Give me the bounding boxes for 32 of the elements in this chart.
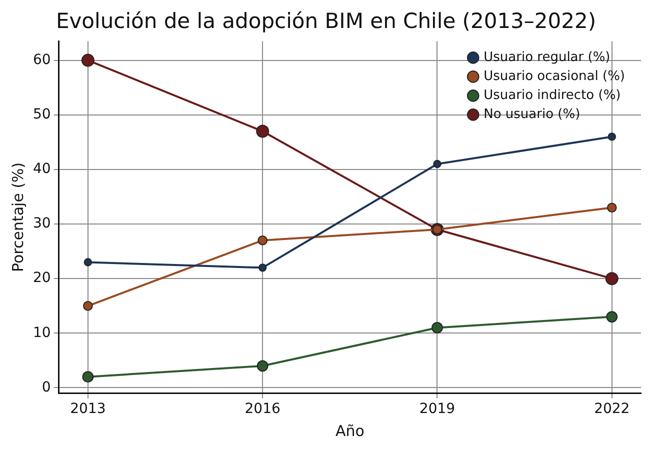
y-tick-label: 50 [32, 106, 51, 123]
point [81, 54, 94, 67]
chart-title: Evolución de la adopción BIM en Chile (2013–2022) [56, 9, 596, 34]
point [84, 258, 92, 266]
point [256, 124, 270, 138]
legend-label: Usuario regular (%) [484, 50, 610, 66]
x-tick-label: 2016 [244, 401, 280, 418]
point [606, 202, 617, 213]
x-tick-label: 2022 [594, 401, 630, 418]
y-tick-label: 20 [32, 270, 51, 286]
legend-label: No usuario (%) [484, 107, 580, 122]
y-tick-label: 0 [42, 379, 51, 396]
point [258, 264, 267, 272]
y-axis-title: Porcentaje (%) [8, 162, 27, 272]
x-tick-label: 2019 [419, 401, 456, 418]
point [83, 300, 93, 311]
x-tick-label: 2013 [70, 401, 106, 418]
point [433, 160, 442, 168]
point [606, 311, 618, 322]
y-tick-label: 60 [32, 52, 51, 68]
y-tick-label: 30 [32, 216, 51, 232]
point [256, 360, 268, 372]
legend-label: Usuario ocasional (%) [484, 69, 626, 84]
point [82, 371, 94, 383]
y-tick-label: 10 [32, 324, 51, 341]
point [605, 272, 618, 286]
legend-label: Usuario indirecto (%) [484, 88, 621, 104]
point [608, 132, 616, 141]
point [432, 322, 443, 334]
x-axis-title: Año [335, 422, 364, 440]
point [258, 235, 268, 246]
y-tick-label: 40 [32, 161, 51, 178]
